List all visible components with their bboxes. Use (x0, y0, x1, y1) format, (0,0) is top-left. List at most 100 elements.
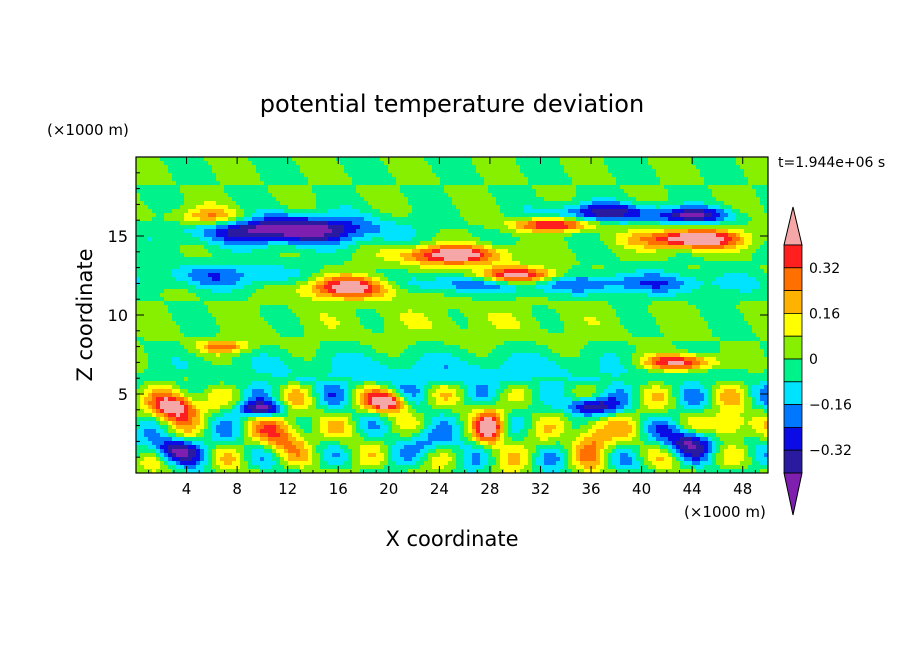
field-cell (204, 257, 209, 262)
field-cell (428, 161, 433, 166)
field-cell (204, 205, 209, 210)
field-cell (332, 197, 337, 202)
field-cell (240, 189, 245, 194)
field-cell (476, 201, 481, 206)
field-cell (424, 169, 429, 174)
field-cell (312, 273, 317, 278)
field-cell (292, 213, 297, 218)
field-cell (212, 249, 217, 254)
field-cell (424, 221, 429, 226)
field-cell (456, 189, 461, 194)
field-cell (180, 269, 185, 274)
field-cell (144, 249, 149, 254)
field-cell (288, 165, 293, 170)
field-cell (708, 265, 713, 270)
field-cell (440, 241, 445, 246)
field-cell (628, 169, 633, 174)
field-cell (628, 249, 633, 254)
field-cell (148, 189, 153, 194)
field-cell (564, 277, 569, 282)
field-cell (156, 157, 161, 162)
field-cell (708, 245, 713, 250)
field-cell (372, 181, 377, 186)
field-cell (416, 201, 421, 206)
field-cell (384, 257, 389, 262)
field-cell (324, 213, 329, 218)
field-cell (416, 229, 421, 234)
field-cell (168, 217, 173, 222)
field-cell (516, 277, 521, 282)
field-cell (568, 157, 573, 162)
field-cell (564, 257, 569, 262)
field-cell (600, 245, 605, 250)
field-cell (708, 213, 713, 218)
field-cell (520, 281, 525, 286)
field-cell (224, 173, 229, 178)
field-cell (416, 205, 421, 210)
field-cell (744, 189, 749, 194)
field-cell (196, 193, 201, 198)
field-cell (520, 229, 525, 234)
field-cell (588, 205, 593, 210)
field-cell (476, 169, 481, 174)
field-cell (668, 177, 673, 182)
field-cell (264, 229, 269, 234)
field-cell (300, 209, 305, 214)
field-cell (660, 257, 665, 262)
field-cell (368, 185, 373, 190)
field-cell (664, 209, 669, 214)
field-cell (340, 205, 345, 210)
field-cell (732, 193, 737, 198)
field-cell (256, 189, 261, 194)
field-cell (488, 233, 493, 238)
field-cell (556, 277, 561, 282)
field-cell (140, 241, 145, 246)
field-cell (464, 221, 469, 226)
field-cell (724, 201, 729, 206)
field-cell (420, 205, 425, 210)
field-cell (280, 265, 285, 270)
field-cell (396, 233, 401, 238)
field-cell (608, 217, 613, 222)
field-cell (724, 273, 729, 278)
field-cell (688, 177, 693, 182)
field-cell (544, 225, 549, 230)
field-cell (512, 253, 517, 258)
field-cell (396, 245, 401, 250)
field-cell (732, 209, 737, 214)
field-cell (184, 185, 189, 190)
field-cell (176, 253, 181, 258)
field-cell (724, 165, 729, 170)
field-cell (220, 157, 225, 162)
field-cell (704, 273, 709, 278)
field-cell (672, 249, 677, 254)
field-cell (540, 217, 545, 222)
field-cell (148, 237, 153, 242)
field-cell (156, 229, 161, 234)
field-cell (452, 209, 457, 214)
field-cell (248, 205, 253, 210)
field-cell (380, 257, 385, 262)
field-cell (396, 177, 401, 182)
field-cell (360, 181, 365, 186)
field-cell (292, 253, 297, 258)
field-cell (372, 165, 377, 170)
field-cell (456, 197, 461, 202)
field-cell (392, 249, 397, 254)
field-cell (528, 177, 533, 182)
field-cell (684, 273, 689, 278)
field-cell (216, 273, 221, 278)
field-cell (576, 221, 581, 226)
field-cell (656, 173, 661, 178)
field-cell (220, 173, 225, 178)
field-cell (620, 173, 625, 178)
field-cell (672, 217, 677, 222)
field-cell (524, 209, 529, 214)
field-cell (616, 269, 621, 274)
field-cell (240, 273, 245, 278)
field-cell (500, 189, 505, 194)
field-cell (168, 213, 173, 218)
field-cell (648, 249, 653, 254)
field-cell (336, 165, 341, 170)
field-cell (720, 245, 725, 250)
